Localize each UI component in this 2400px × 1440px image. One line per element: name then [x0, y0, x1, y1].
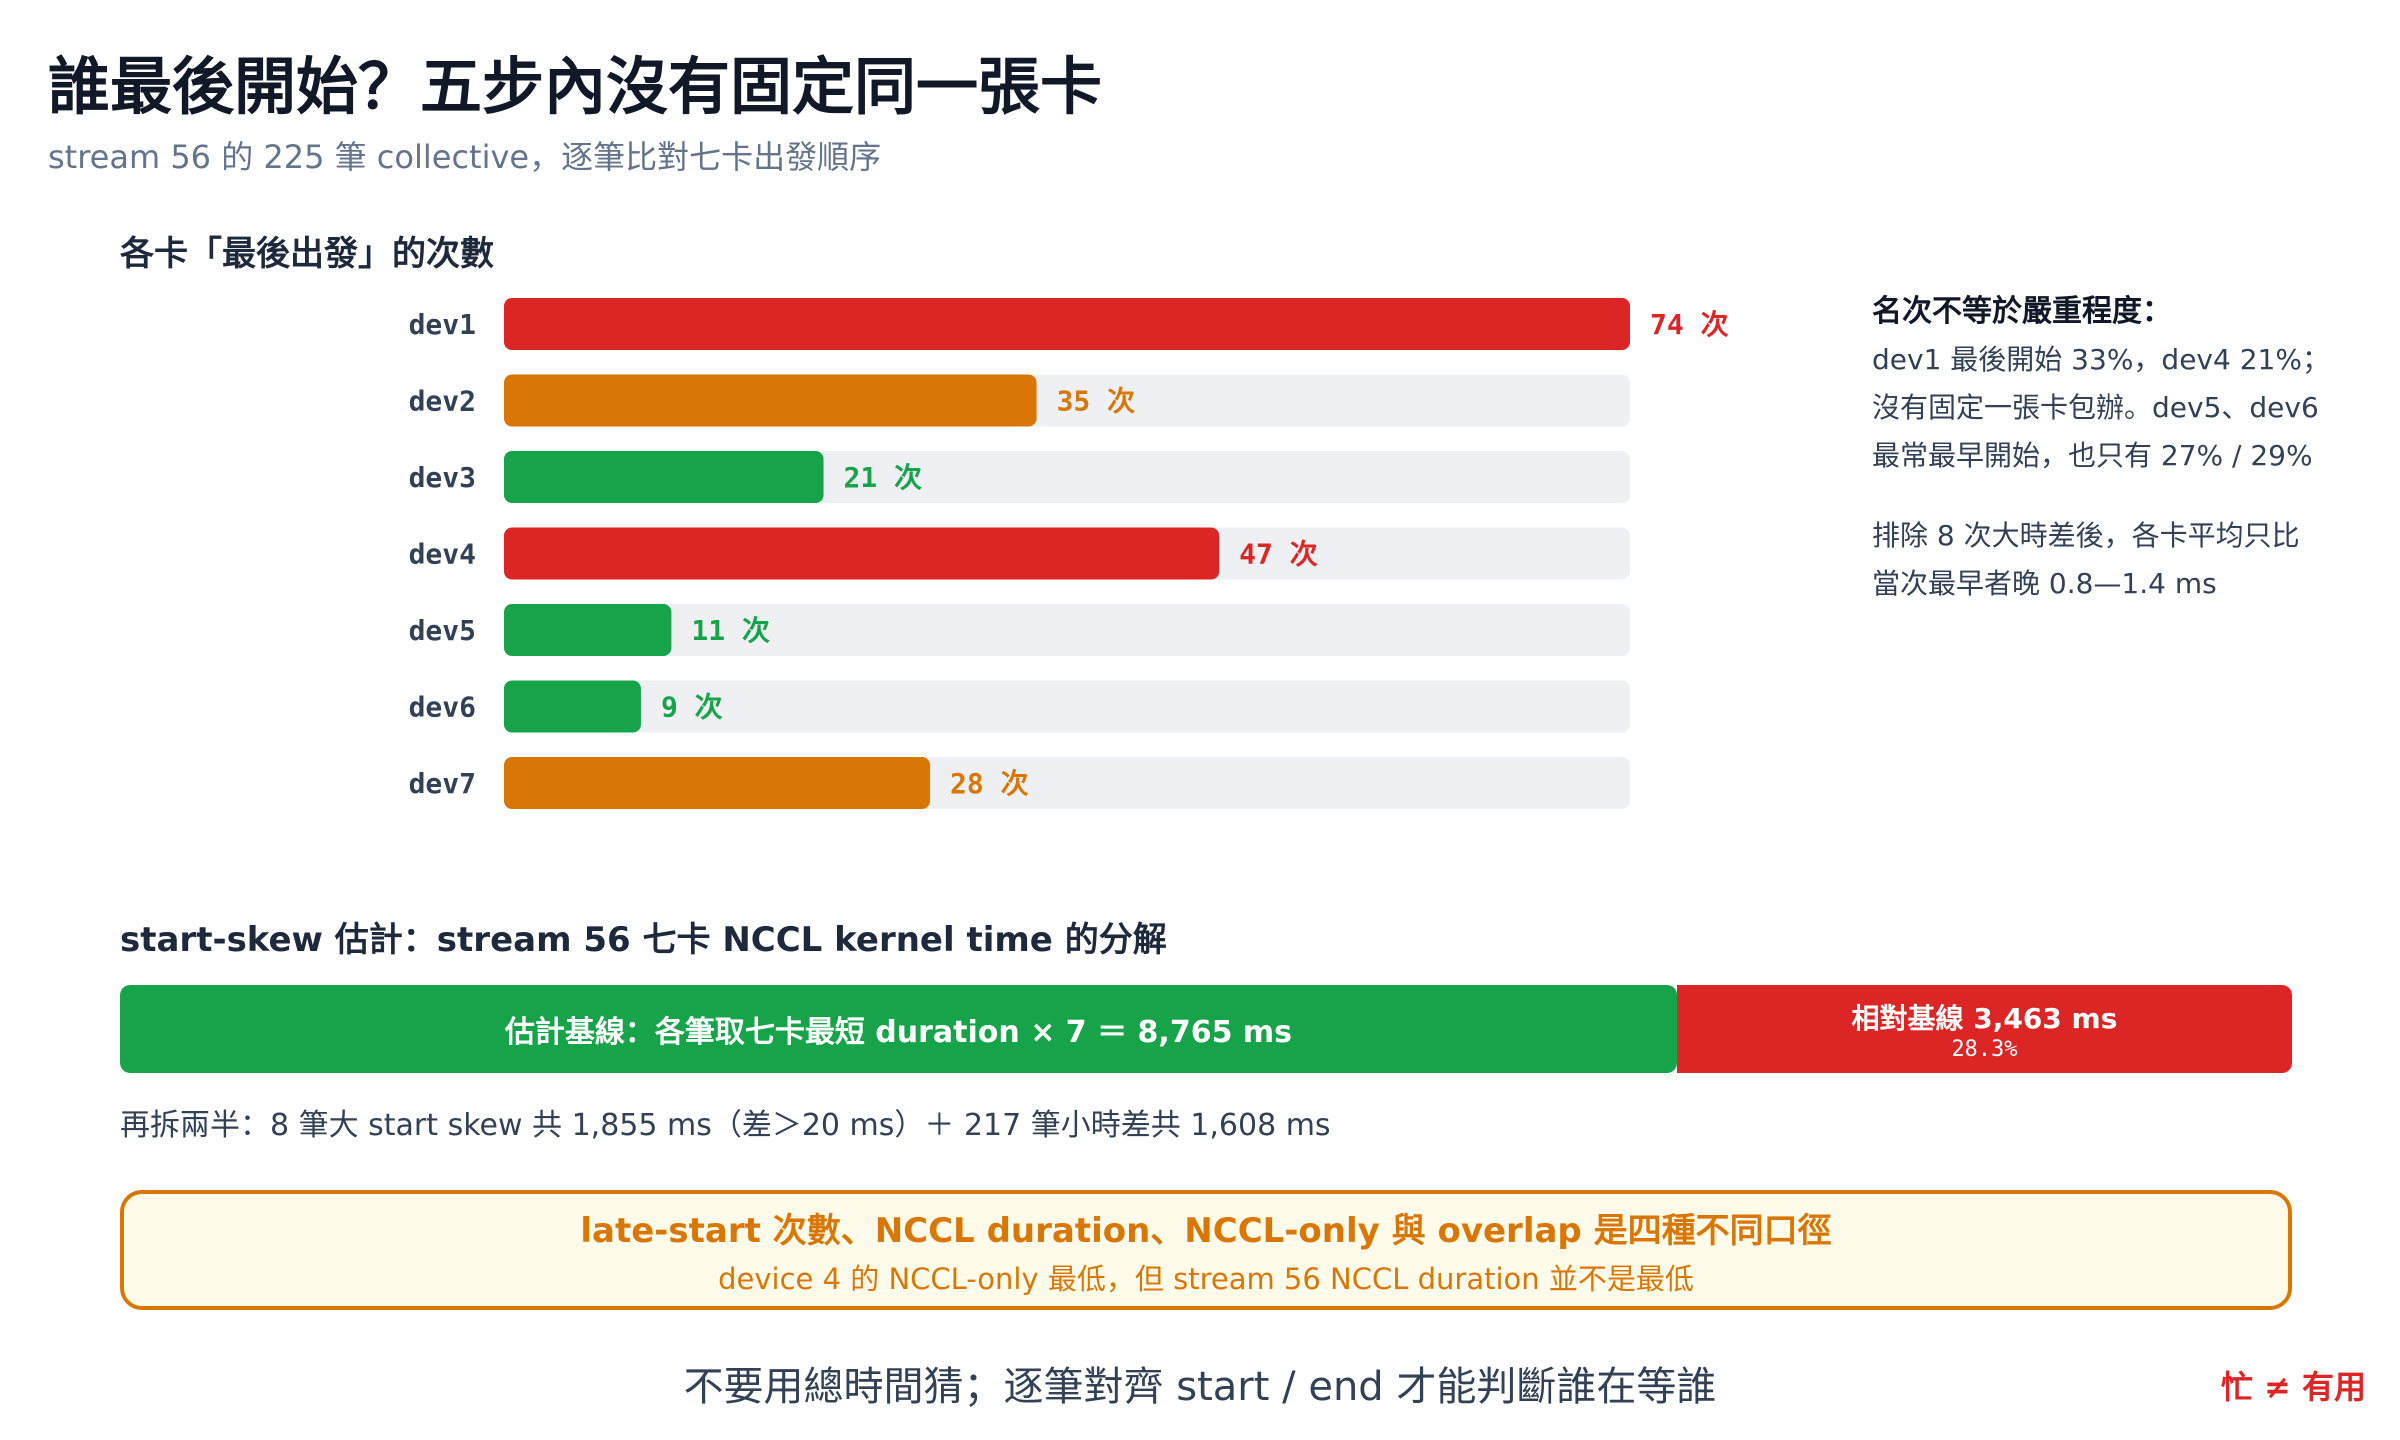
page-subtitle: stream 56 的 225 筆 collective，逐筆比對七卡出發順序: [48, 138, 882, 176]
value-label-dev6: 9 次: [661, 691, 723, 724]
category-label-dev3: dev3: [409, 461, 476, 494]
category-label-dev5: dev5: [409, 614, 476, 647]
chart-title-skew: start-skew 估計：stream 56 七卡 NCCL kernel t…: [120, 920, 1167, 960]
relative-segment-label: 相對基線 3,463 ms: [1851, 1001, 2118, 1035]
value-label-dev4: 47 次: [1239, 538, 1318, 571]
footer-text: 不要用總時間猜；逐筆對齊 start / end 才能判斷誰在等誰: [683, 1364, 1717, 1410]
category-label-dev1: dev1: [409, 308, 476, 341]
bar-dev3: [504, 451, 824, 503]
insight-note-heading: 名次不等於嚴重程度：: [1872, 294, 2172, 329]
late-start-bar-chart: dev1 74 次 dev2 35 次 dev3 21 次 dev4 47 次 dev5 11 次…: [409, 298, 1729, 809]
insight-line-4: 排除 8 次大時差後，各卡平均只比: [1872, 519, 2300, 552]
bar-track-dev6: [504, 680, 1630, 733]
bar-dev2: [504, 374, 1037, 427]
relative-segment: 相對基線 3,463 ms 28.3%: [1676, 985, 2292, 1073]
bar-track-dev5: [504, 604, 1630, 656]
page-title: 誰最後開始？五步內沒有固定同一張卡: [48, 50, 1103, 123]
insight-note: 名次不等於嚴重程度： dev1 最後開始 33%，dev4 21%； 沒有固定一…: [1872, 288, 2372, 608]
category-label-dev2: dev2: [409, 385, 476, 418]
baseline-segment: 估計基線：各筆取七卡最短 duration × 7 ＝ 8,765 ms: [120, 985, 1677, 1073]
value-label-dev7: 28 次: [950, 767, 1029, 800]
insight-line-1: dev1 最後開始 33%，dev4 21%；: [1872, 343, 2330, 376]
bar-dev5: [504, 604, 672, 656]
insight-line-5: 當次最早者晚 0.8—1.4 ms: [1872, 567, 2217, 600]
footer-tag: 忙 ≠ 有用: [2220, 1368, 2366, 1406]
bar-dev4: [504, 527, 1220, 580]
category-label-dev4: dev4: [409, 538, 476, 571]
baseline-segment-label: 估計基線：各筆取七卡最短 duration × 7 ＝ 8,765 ms: [504, 1015, 1293, 1050]
relative-segment-percent: 28.3%: [1951, 1036, 2018, 1062]
split-breakdown-text: 再拆兩半：8 筆大 start skew 共 1,855 ms（差＞20 ms）…: [120, 1108, 1331, 1143]
callout-title: late-start 次數、NCCL duration、NCCL-only 與 …: [580, 1210, 1832, 1251]
insight-line-3: 最常最早開始，也只有 27% / 29%: [1872, 439, 2313, 472]
metric-callout: late-start 次數、NCCL duration、NCCL-only 與 …: [120, 1190, 2292, 1310]
skew-stacked-bar: 估計基線：各筆取七卡最短 duration × 7 ＝ 8,765 ms 相對基…: [120, 985, 2292, 1073]
chart-title-late-start: 各卡「最後出發」的次數: [120, 234, 494, 274]
bar-dev1: [504, 298, 1630, 350]
category-label-dev6: dev6: [409, 691, 476, 724]
callout-subtitle: device 4 的 NCCL-only 最低，但 stream 56 NCCL…: [718, 1261, 1694, 1296]
value-label-dev3: 21 次: [844, 461, 923, 494]
value-label-dev2: 35 次: [1057, 385, 1136, 418]
category-label-dev7: dev7: [409, 767, 476, 800]
bar-dev6: [504, 680, 641, 733]
bar-dev7: [504, 757, 931, 809]
value-label-dev1: 74 次: [1650, 308, 1729, 341]
value-label-dev5: 11 次: [691, 614, 770, 647]
insight-line-2: 沒有固定一張卡包辦。dev5、dev6: [1872, 391, 2319, 424]
